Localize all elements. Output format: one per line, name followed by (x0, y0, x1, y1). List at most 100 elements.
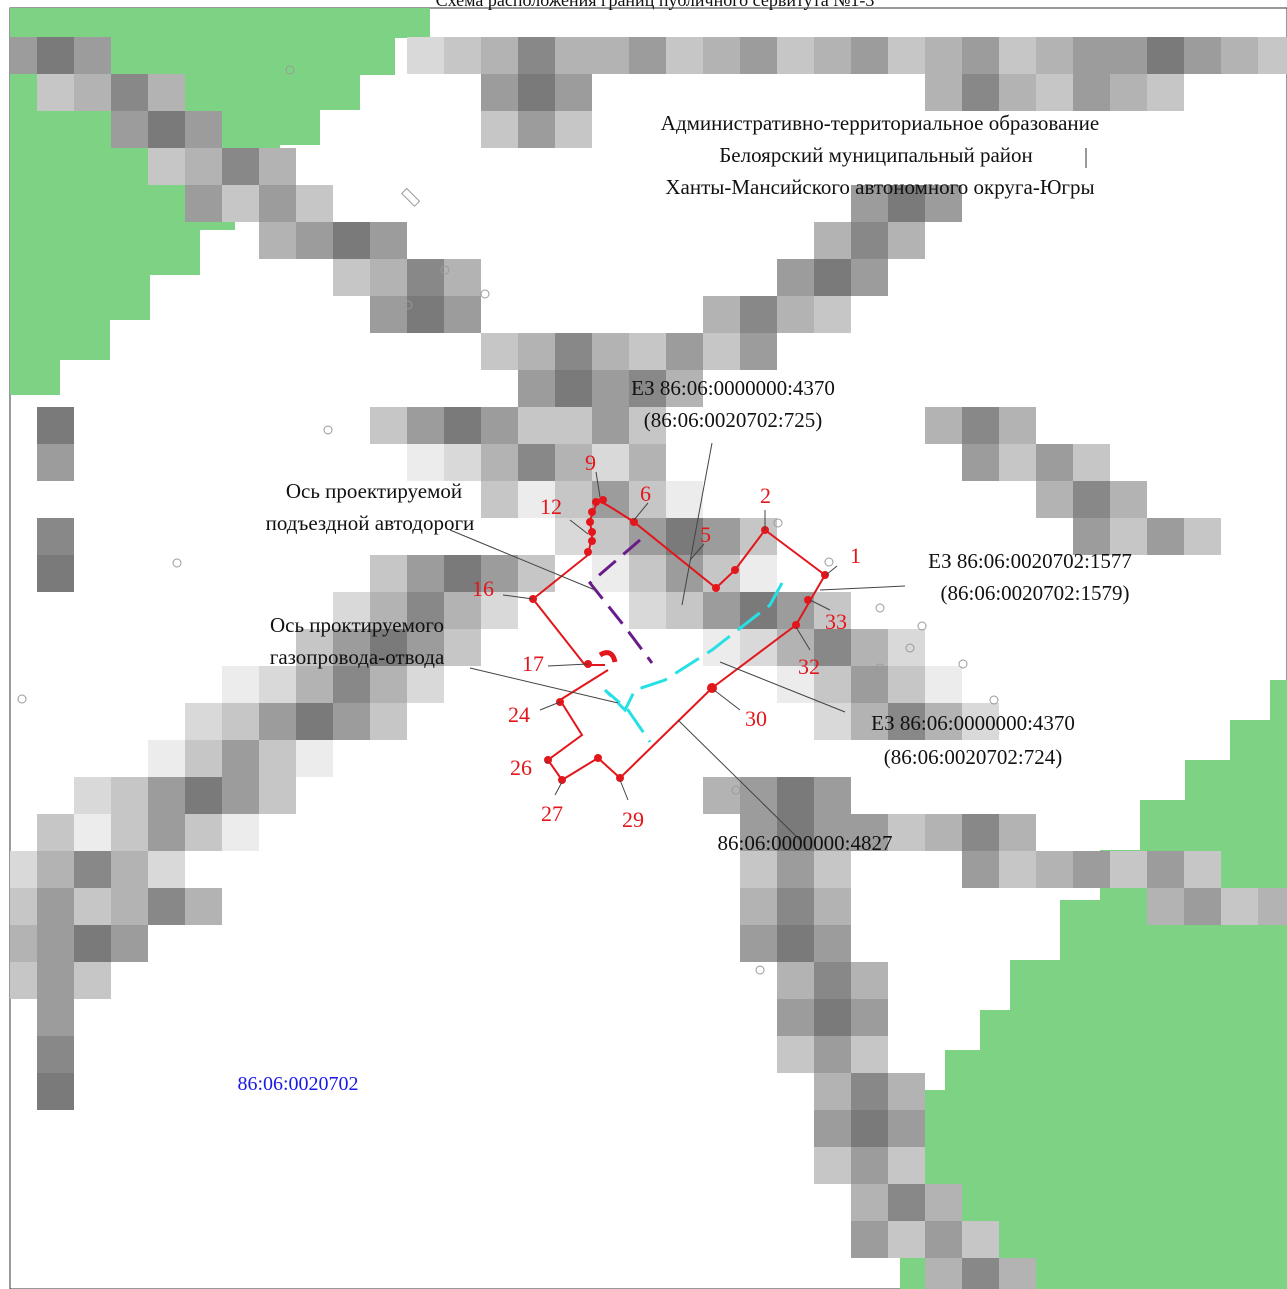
raster-tile (777, 814, 814, 851)
raster-tile (481, 74, 518, 111)
point-label-24: 24 (508, 702, 530, 727)
raster-tile (259, 666, 296, 703)
raster-tile (148, 888, 185, 925)
raster-tile (740, 296, 777, 333)
raster-tile (814, 37, 851, 74)
raster-tile (851, 1221, 888, 1258)
raster-tile (1073, 444, 1110, 481)
raster-tile (222, 740, 259, 777)
raster-tile (703, 37, 740, 74)
raster-tile (74, 37, 111, 74)
raster-tile (629, 444, 666, 481)
raster-tile (333, 592, 370, 629)
raster-tile (148, 851, 185, 888)
raster-tile (740, 925, 777, 962)
raster-tile (777, 296, 814, 333)
gas-axis-line (603, 582, 784, 743)
admin-unit-line-2: Белоярский муниципальный район (719, 143, 1033, 167)
raster-tile (37, 925, 74, 962)
raster-tile (851, 1147, 888, 1184)
point-label-6: 6 (640, 481, 651, 506)
raster-tile (592, 370, 629, 407)
raster-tiles (10, 37, 1287, 1289)
raster-tile (777, 259, 814, 296)
raster-tile (814, 888, 851, 925)
raster-tile (259, 222, 296, 259)
raster-tile (1110, 518, 1147, 555)
raster-tile (10, 925, 37, 962)
raster-tile (370, 592, 407, 629)
point-label-26: 26 (510, 755, 532, 780)
raster-tile (814, 1036, 851, 1073)
parcel-4827-label: 86:06:0000000:4827 (717, 831, 892, 855)
raster-tile (703, 777, 740, 814)
raster-tile (1036, 444, 1073, 481)
raster-tile (222, 777, 259, 814)
raster-tile (629, 37, 666, 74)
raster-tile (333, 222, 370, 259)
raster-tile (814, 1110, 851, 1147)
raster-tile (148, 740, 185, 777)
raster-tile (1184, 888, 1221, 925)
raster-tile (37, 518, 74, 555)
raster-tile (925, 74, 962, 111)
raster-tile (74, 851, 111, 888)
raster-tile (925, 37, 962, 74)
leader-lines (449, 442, 906, 841)
raster-tile (148, 74, 185, 111)
raster-tile (888, 1147, 925, 1184)
raster-tile (370, 703, 407, 740)
raster-tile (999, 407, 1036, 444)
raster-tile (37, 407, 74, 444)
raster-tile (1221, 888, 1258, 925)
point-label-2: 2 (760, 483, 771, 508)
raster-tile (814, 259, 851, 296)
raster-tile (851, 629, 888, 666)
raster-tile (962, 407, 999, 444)
raster-tile (296, 703, 333, 740)
raster-tile (851, 999, 888, 1036)
raster-tile (1073, 74, 1110, 111)
raster-tile (10, 37, 37, 74)
raster-tile (296, 185, 333, 222)
raster-tile (851, 814, 888, 851)
raster-tile (888, 185, 925, 222)
raster-tile (629, 407, 666, 444)
raster-tile (111, 111, 148, 148)
raster-tile (592, 518, 629, 555)
raster-tile (777, 925, 814, 962)
raster-tile (1110, 481, 1147, 518)
raster-tile (407, 666, 444, 703)
raster-tile (259, 703, 296, 740)
raster-tile (555, 481, 592, 518)
raster-tile (1110, 851, 1147, 888)
raster-tile (37, 37, 74, 74)
raster-tile (999, 37, 1036, 74)
raster-tile (37, 1036, 74, 1073)
raster-tile (74, 777, 111, 814)
raster-tile (148, 777, 185, 814)
point-label-12: 12 (540, 494, 562, 519)
raster-tile (851, 185, 888, 222)
raster-tile (962, 444, 999, 481)
raster-tile (888, 1184, 925, 1221)
raster-tile (851, 962, 888, 999)
raster-tile (925, 1184, 962, 1221)
raster-tile (814, 962, 851, 999)
raster-tile (407, 629, 444, 666)
raster-tile (999, 1258, 1036, 1289)
raster-tile (407, 296, 444, 333)
raster-tile (481, 333, 518, 370)
raster-tile (1184, 518, 1221, 555)
raster-tile (814, 999, 851, 1036)
raster-tile (666, 333, 703, 370)
raster-tile (814, 592, 851, 629)
raster-tile (555, 111, 592, 148)
boundary-vertices (529, 496, 829, 784)
raster-tile (925, 185, 962, 222)
raster-tile (518, 481, 555, 518)
raster-tile (444, 629, 481, 666)
raster-tile (962, 851, 999, 888)
parcel-ez-725-line-2: (86:06:0020702:725) (644, 408, 823, 432)
